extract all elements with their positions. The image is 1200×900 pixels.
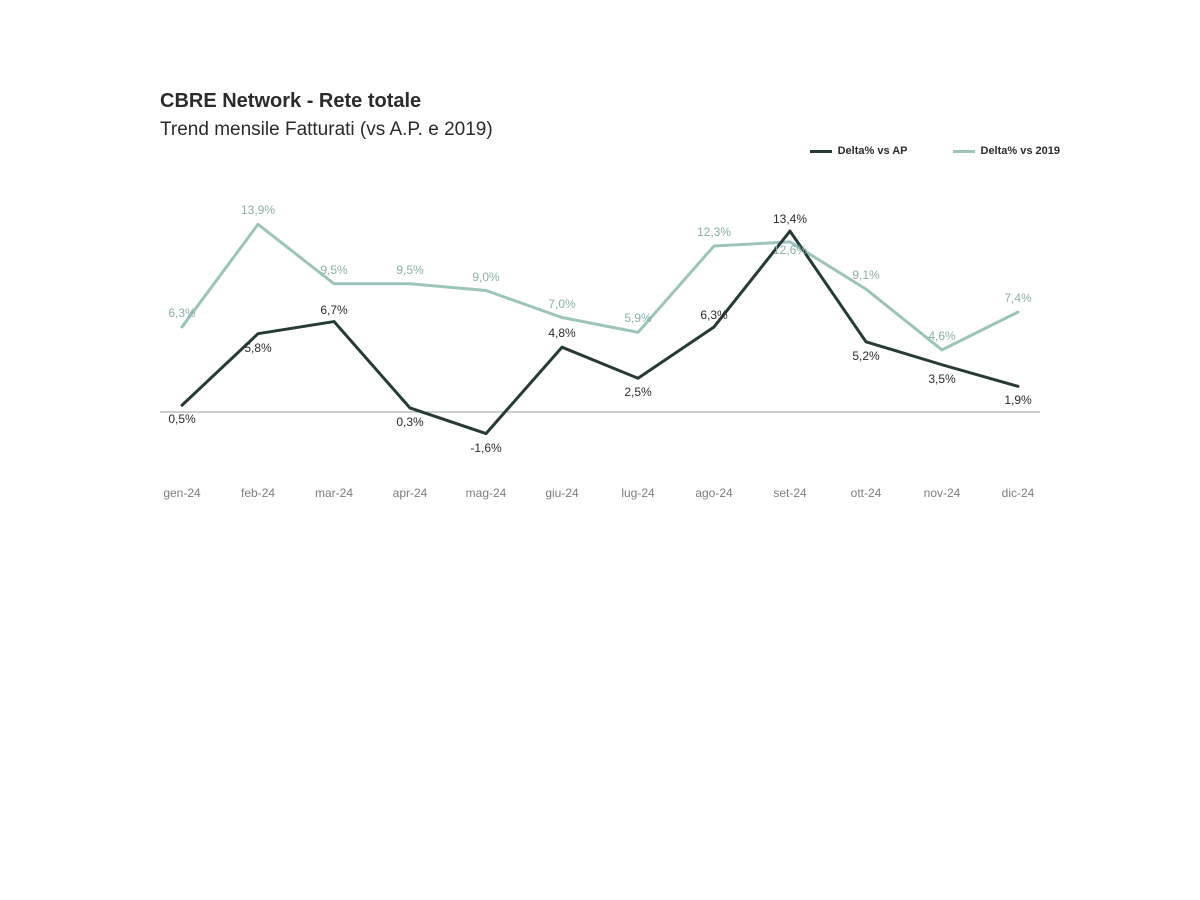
x-axis-label-1: feb-24: [241, 486, 275, 500]
data-label-series1-pt10: 3,5%: [928, 372, 955, 386]
x-axis-label-3: apr-24: [393, 486, 428, 500]
data-label-series0-pt10: 4,6%: [928, 329, 955, 343]
data-label-series0-pt2: 9,5%: [320, 263, 347, 277]
data-label-series0-pt9: 9,1%: [852, 268, 879, 282]
line-chart: 6,3% 13,9% 9,5% 9,5% 9,0% 7,0% 5,9% 12,3% 12,6% 9…: [160, 196, 1040, 506]
x-axis-label-6: lug-24: [621, 486, 654, 500]
data-label-series1-pt4: -1,6%: [470, 441, 501, 455]
x-axis-label-4: mag-24: [466, 486, 507, 500]
data-label-series0-pt4: 9,0%: [472, 270, 499, 284]
x-axis-label-9: ott-24: [851, 486, 882, 500]
series-line-0: [182, 224, 1018, 350]
data-label-series0-pt5: 7,0%: [548, 297, 575, 311]
data-label-series1-pt3: 0,3%: [396, 415, 423, 429]
chart-svg: [160, 196, 1040, 466]
data-label-series0-pt8: 12,6%: [773, 243, 807, 257]
x-axis-label-11: dic-24: [1002, 486, 1035, 500]
data-label-series0-pt6: 5,9%: [624, 311, 651, 325]
page-title: CBRE Network - Rete totale: [160, 90, 1140, 113]
legend-swatch-2019: [953, 150, 975, 153]
legend-swatch-ap: [810, 150, 832, 153]
chart-legend: Delta% vs AP Delta% vs 2019: [810, 145, 1060, 157]
data-label-series0-pt3: 9,5%: [396, 263, 423, 277]
legend-label-2019: Delta% vs 2019: [981, 145, 1061, 157]
data-label-series1-pt6: 2,5%: [624, 385, 651, 399]
x-axis-label-5: giu-24: [545, 486, 578, 500]
x-axis-label-0: gen-24: [163, 486, 200, 500]
x-axis-label-2: mar-24: [315, 486, 353, 500]
data-label-series1-pt1: 5,8%: [244, 341, 271, 355]
x-axis-label-10: nov-24: [924, 486, 961, 500]
data-label-series0-pt11: 7,4%: [1004, 291, 1031, 305]
legend-item-ap: Delta% vs AP: [810, 145, 908, 157]
x-axis-label-7: ago-24: [695, 486, 732, 500]
page-subtitle: Trend mensile Fatturati (vs A.P. e 2019): [160, 119, 1140, 141]
legend-item-2019: Delta% vs 2019: [953, 145, 1061, 157]
data-label-series1-pt0: 0,5%: [168, 412, 195, 426]
data-label-series1-pt11: 1,9%: [1004, 393, 1031, 407]
legend-label-ap: Delta% vs AP: [838, 145, 908, 157]
data-label-series1-pt9: 5,2%: [852, 349, 879, 363]
x-axis-label-8: set-24: [773, 486, 806, 500]
data-label-series1-pt7: 6,3%: [700, 308, 727, 322]
data-label-series0-pt0: 6,3%: [168, 306, 195, 320]
data-label-series0-pt7: 12,3%: [697, 225, 731, 239]
data-label-series0-pt1: 13,9%: [241, 203, 275, 217]
data-label-series1-pt5: 4,8%: [548, 326, 575, 340]
data-label-series1-pt8: 13,4%: [773, 212, 807, 226]
data-label-series1-pt2: 6,7%: [320, 303, 347, 317]
